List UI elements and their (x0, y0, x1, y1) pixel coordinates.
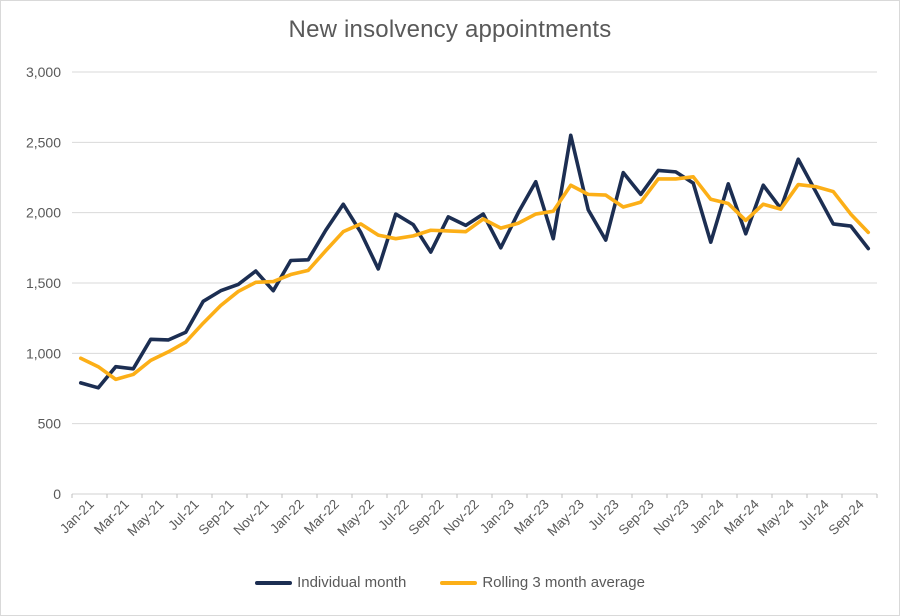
rolling-average-line-swatch (440, 580, 478, 585)
y-axis-label: 2,500 (26, 134, 61, 150)
y-axis-label: 3,000 (26, 64, 61, 80)
x-axis-label: Mar-22 (301, 497, 342, 538)
y-axis-label: 500 (38, 416, 62, 432)
x-axis-label: May-22 (334, 497, 376, 539)
x-axis-ticks (71, 494, 878, 498)
x-axis-label: Jan-22 (267, 497, 307, 537)
x-axis-label: Mar-21 (91, 497, 132, 538)
x-axis-label: Sep-23 (615, 497, 656, 538)
individual-month-line-swatch (255, 580, 293, 585)
legend-item-individual-month: Individual month (255, 574, 406, 591)
legend-label-rolling-average: Rolling 3 month average (482, 574, 645, 591)
y-axis-label: 1,500 (26, 275, 61, 291)
chart-title: New insolvency appointments (288, 16, 612, 43)
individual-month-line (78, 133, 871, 390)
x-axis-label: Sep-21 (195, 497, 236, 538)
y-axis-label: 2,000 (26, 205, 61, 221)
x-axis-label: May-24 (754, 496, 797, 539)
x-axis-label: Jan-21 (57, 497, 97, 537)
x-axis-label: Sep-22 (405, 497, 446, 538)
x-axis-label: May-21 (124, 497, 166, 539)
x-axis-label: Jan-23 (477, 497, 517, 537)
x-axis-label: Nov-22 (440, 497, 481, 538)
y-axis-label: 1,000 (26, 345, 61, 361)
legend-label-individual-month: Individual month (297, 574, 407, 591)
x-axis-label: Mar-23 (511, 497, 552, 538)
y-axis-label: 0 (53, 486, 61, 502)
legend-item-rolling-average: Rolling 3 month average (440, 574, 645, 591)
x-axis-label: Sep-24 (825, 496, 867, 538)
gridlines (72, 71, 877, 495)
rolling-average-line (78, 175, 871, 382)
x-axis-label: Jan-24 (687, 496, 727, 536)
x-axis-label: Nov-21 (230, 497, 271, 538)
x-axis-label: May-23 (544, 497, 586, 539)
chart-legend: Individual month Rolling 3 month average (1, 574, 899, 591)
x-axis-label: Nov-23 (650, 497, 691, 538)
